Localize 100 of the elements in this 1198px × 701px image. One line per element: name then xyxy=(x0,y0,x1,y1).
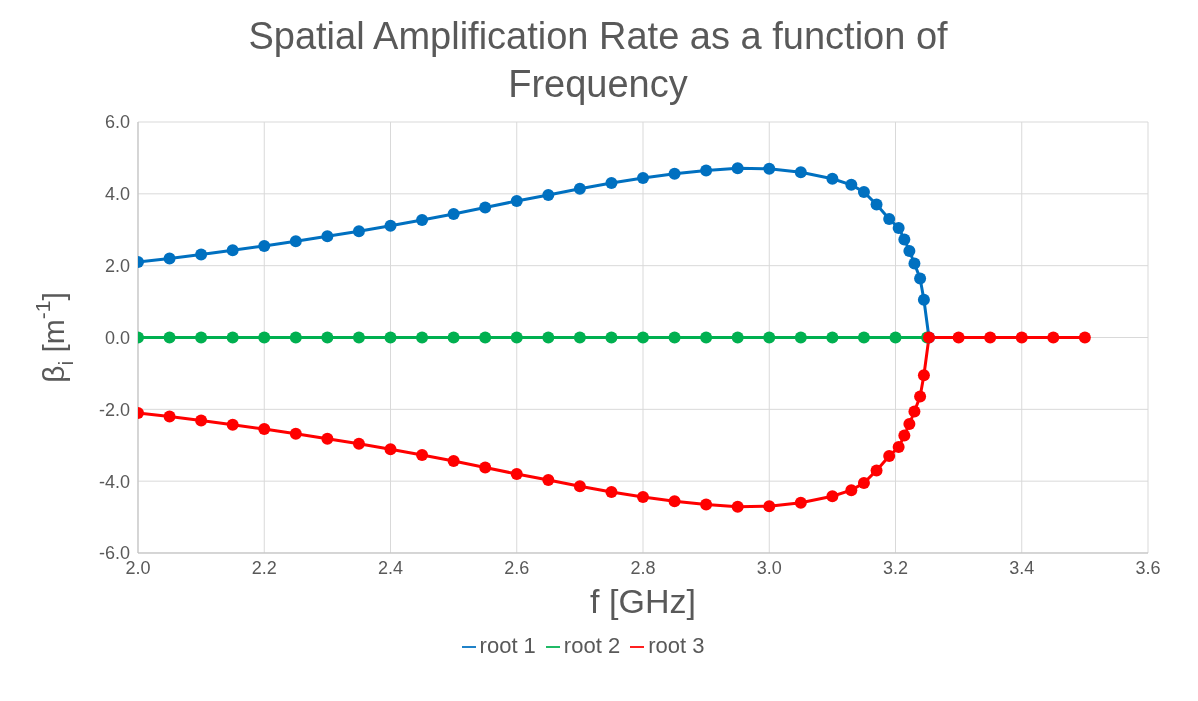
x-tick-label: 2.2 xyxy=(251,557,277,578)
point xyxy=(289,331,302,344)
point xyxy=(321,331,334,344)
point xyxy=(883,212,896,225)
point xyxy=(883,450,896,463)
point xyxy=(845,484,858,497)
point xyxy=(258,331,271,344)
point xyxy=(870,198,883,211)
x-axis-title: f [GHz] xyxy=(590,582,696,620)
point xyxy=(416,331,429,344)
point xyxy=(892,441,905,454)
point xyxy=(416,214,429,227)
x-tick-label: 2.6 xyxy=(504,557,530,578)
point xyxy=(889,331,902,344)
y-tick-label: 4.0 xyxy=(104,184,130,205)
point xyxy=(731,500,744,513)
point xyxy=(637,172,649,185)
point xyxy=(352,225,365,238)
legend-label: root 1 xyxy=(479,633,536,658)
point xyxy=(914,390,927,403)
point xyxy=(226,418,239,431)
point xyxy=(352,331,365,344)
point xyxy=(542,188,555,201)
point xyxy=(163,331,176,344)
y-tick-label: 6.0 xyxy=(104,112,130,133)
point xyxy=(447,207,460,220)
point xyxy=(163,252,176,265)
point xyxy=(195,414,208,427)
point xyxy=(637,490,649,503)
point xyxy=(195,331,208,344)
y-tick-label: -4.0 xyxy=(98,471,130,492)
point xyxy=(668,167,681,180)
point xyxy=(542,474,555,487)
point xyxy=(542,331,555,344)
point xyxy=(289,427,302,440)
point xyxy=(605,177,618,190)
point xyxy=(826,172,839,185)
point xyxy=(870,464,883,477)
point xyxy=(384,331,397,344)
point xyxy=(763,500,776,513)
point xyxy=(510,331,523,344)
point xyxy=(984,331,997,344)
point xyxy=(384,443,397,456)
point xyxy=(892,221,905,234)
x-tick-label: 2.8 xyxy=(630,557,656,578)
point xyxy=(195,248,208,261)
point xyxy=(700,164,713,177)
point xyxy=(903,418,916,431)
point xyxy=(258,423,271,436)
point xyxy=(731,162,744,175)
point xyxy=(573,480,586,493)
point xyxy=(479,331,492,344)
point xyxy=(794,331,807,344)
point xyxy=(447,455,460,468)
legend-label: root 3 xyxy=(648,633,705,658)
point xyxy=(700,498,713,511)
point xyxy=(857,186,870,199)
point xyxy=(416,448,429,461)
point xyxy=(479,201,492,214)
chart-title: Spatial Amplification Rate as a function of Frequency xyxy=(247,14,949,107)
point xyxy=(794,496,807,509)
point xyxy=(794,166,807,179)
point xyxy=(763,331,776,344)
y-tick-label: -2.0 xyxy=(98,399,130,420)
x-tick-label: 3.6 xyxy=(1135,557,1161,578)
point xyxy=(908,257,921,270)
point xyxy=(898,233,911,246)
point xyxy=(917,293,930,306)
point xyxy=(573,182,586,195)
point xyxy=(447,331,460,344)
point xyxy=(605,331,618,344)
point xyxy=(826,490,839,503)
point xyxy=(479,461,492,474)
x-tick-label: 3.2 xyxy=(882,557,909,578)
point xyxy=(898,429,911,442)
point xyxy=(952,331,965,344)
point xyxy=(352,437,365,450)
point xyxy=(1015,331,1028,344)
point xyxy=(510,467,523,480)
point xyxy=(321,230,334,243)
y-tick-label: 2.0 xyxy=(104,256,130,277)
point xyxy=(573,331,586,344)
point xyxy=(903,244,916,257)
point xyxy=(289,235,302,248)
point xyxy=(914,272,927,285)
point xyxy=(1078,331,1091,344)
point xyxy=(826,331,839,344)
point xyxy=(226,244,239,257)
x-tick-label: 2.4 xyxy=(377,557,404,578)
point xyxy=(668,331,681,344)
point xyxy=(258,239,271,252)
point xyxy=(668,495,681,508)
point xyxy=(763,162,776,175)
point xyxy=(605,485,618,498)
point xyxy=(857,331,870,344)
point xyxy=(384,219,397,232)
point xyxy=(163,410,176,423)
point xyxy=(917,369,930,382)
x-tick-label: 3.4 xyxy=(1009,557,1035,578)
point xyxy=(1047,331,1060,344)
